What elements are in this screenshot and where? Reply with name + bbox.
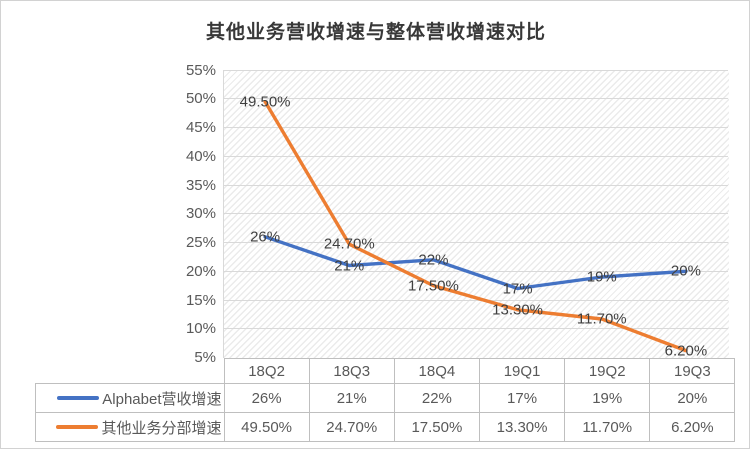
series-name-inner: Alphabet营收增速 [36, 388, 223, 409]
y-axis-tick-label: 40% [185, 147, 216, 165]
data-label: 22% [418, 251, 449, 269]
data-label: 13.30% [492, 301, 544, 319]
table-value-cell: 13.30% [478, 412, 566, 442]
table-value-cell: 24.70% [308, 412, 395, 442]
gridline [223, 299, 728, 301]
data-label: 49.50% [239, 93, 291, 111]
gridline [223, 127, 728, 128]
table-value-cell: 26% [223, 383, 310, 413]
data-label: 11.70% [576, 310, 627, 328]
y-axis-tick-label: 25% [185, 234, 216, 251]
table-value-cell: 20% [649, 383, 736, 413]
category-header-cell: 18Q4 [393, 358, 480, 384]
data-table: 18Q2 18Q3 18Q4 19Q1 19Q2 19Q3 Alphabet营收增速 26% 2… [35, 358, 736, 442]
gridline [223, 328, 728, 330]
series-name-cell: 其他业务分部增速 [35, 412, 225, 442]
y-axis-tick-label: 35% [185, 176, 216, 194]
table-value-cell: 17.50% [393, 412, 480, 442]
data-label: 6.20% [664, 342, 708, 360]
y-axis-tick-label: 55% [185, 61, 216, 79]
gridline [223, 184, 728, 186]
data-label: 17.50% [407, 277, 459, 295]
legend-key-line [56, 425, 99, 429]
gridline [223, 242, 728, 243]
y-axis-tick-label: 30% [185, 205, 216, 223]
y-axis-tick-label: 10% [185, 320, 216, 338]
data-label: 20% [670, 262, 701, 280]
series-name-inner: 其他业务分部增速 [36, 417, 223, 438]
series-name-label: 其他业务分部增速 [101, 419, 222, 437]
table-value-cell: 19% [564, 383, 651, 413]
table-row: Alphabet营收增速 26% 21% 22% 17% 19% 20% [35, 383, 736, 413]
category-header-cell: 19Q3 [649, 358, 736, 384]
y-axis-tick-label: 45% [185, 119, 216, 136]
table-value-cell: 11.70% [564, 412, 651, 442]
data-label: 26% [250, 228, 281, 246]
table-value-cell: 49.50% [223, 412, 310, 442]
y-axis-tick-label: 15% [185, 291, 216, 309]
y-axis-tick-label: 50% [185, 90, 216, 108]
category-header-cell: 18Q3 [308, 358, 395, 384]
y-axis-tick-label: 20% [185, 262, 216, 280]
table-value-cell: 21% [308, 383, 395, 413]
y-axis-tick-label: 5% [194, 349, 216, 366]
data-label: 24.70% [323, 235, 375, 253]
table-row: 其他业务分部增速 49.50% 24.70% 17.50% 13.30% 11.70% 6.… [35, 412, 736, 442]
series-name-label: Alphabet营收增速 [102, 390, 222, 408]
series-name-cell: Alphabet营收增速 [35, 383, 225, 413]
table-header-row: 18Q2 18Q3 18Q4 19Q1 19Q2 19Q3 [36, 358, 736, 384]
table-value-cell: 17% [478, 383, 566, 413]
category-header-cell: 18Q2 [223, 358, 310, 384]
table-corner-cell [36, 359, 225, 384]
data-label: 19% [586, 268, 617, 286]
category-header-cell: 19Q1 [478, 358, 566, 384]
category-header-cell: 19Q2 [564, 358, 651, 384]
gridline [223, 98, 728, 100]
legend-key-line [57, 396, 100, 400]
data-label: 21% [334, 257, 365, 274]
gridline [223, 213, 728, 215]
gridline [223, 69, 728, 71]
gridline [223, 270, 728, 272]
chart-title: 其他业务营收增速与整体营收增速对比 [205, 22, 546, 43]
table-value-cell: 6.20% [649, 412, 736, 442]
data-label: 17% [502, 280, 533, 297]
table-value-cell: 22% [393, 383, 480, 413]
gridline [223, 155, 728, 157]
